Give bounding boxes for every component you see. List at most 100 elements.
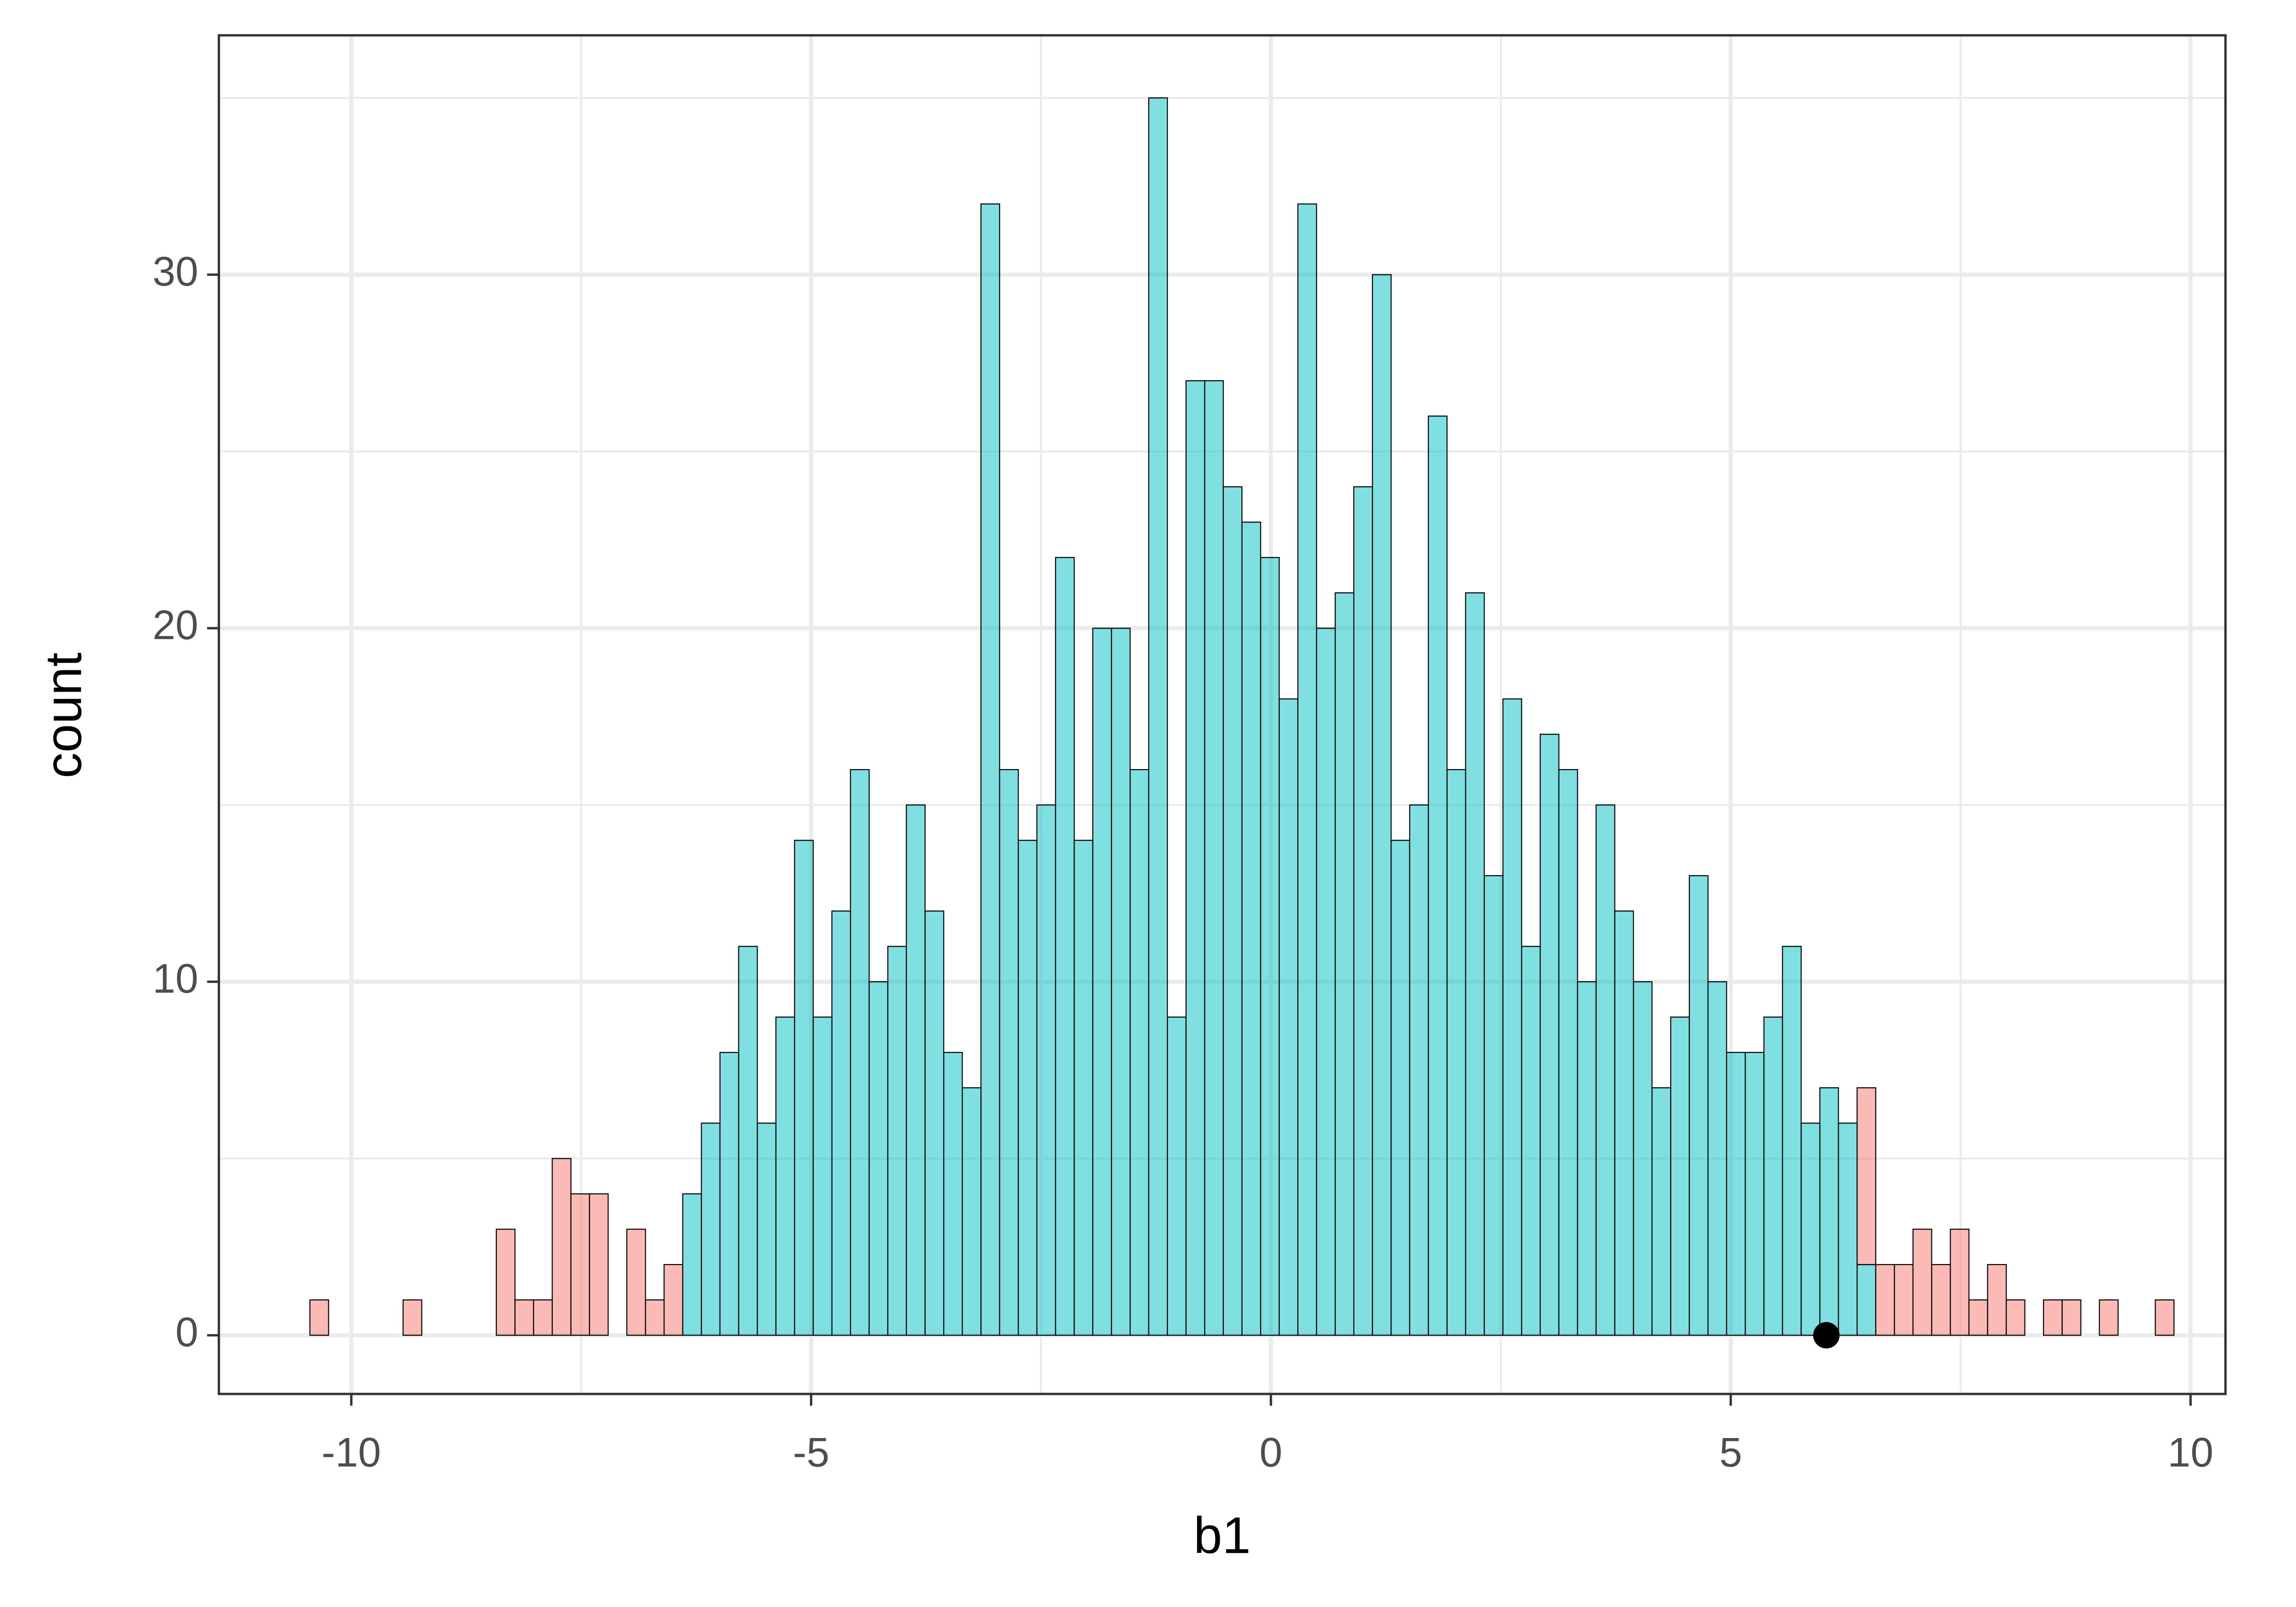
histogram-bar: [1931, 1264, 1951, 1336]
histogram-bar: [831, 910, 851, 1336]
histogram-bar: [2155, 1299, 2175, 1336]
histogram-bar: [1055, 557, 1075, 1336]
histogram-bar: [626, 1229, 646, 1336]
histogram-bar: [1334, 592, 1355, 1336]
histogram-bar: [943, 1052, 963, 1336]
histogram-bar: [1595, 804, 1615, 1336]
y-tick-label: 30: [152, 248, 198, 294]
histogram-bar: [1651, 1087, 1671, 1336]
histogram-bar: [794, 840, 814, 1336]
histogram-bar: [1912, 1229, 1932, 1336]
histogram-bar: [1763, 1017, 1783, 1336]
histogram-bar: [1390, 840, 1411, 1336]
histogram-bar: [2061, 1299, 2082, 1336]
histogram-bar: [1558, 769, 1578, 1336]
histogram-bar: [1129, 769, 1149, 1336]
x-tick-label: -5: [793, 1429, 830, 1475]
histogram-bar: [1036, 804, 1056, 1336]
histogram-bar: [402, 1299, 422, 1336]
histogram-bar: [1539, 734, 1559, 1336]
histogram-bar: [1372, 274, 1392, 1336]
histogram-bar: [1148, 97, 1168, 1336]
histogram-bar: [2043, 1299, 2063, 1336]
y-axis-title: count: [35, 652, 92, 778]
histogram-bar: [962, 1087, 982, 1336]
observed-point: [1813, 1322, 1840, 1349]
histogram-bar: [664, 1264, 683, 1336]
histogram-bar: [757, 1123, 777, 1336]
histogram-bar: [1353, 486, 1373, 1336]
histogram-bar: [2099, 1299, 2119, 1336]
histogram-bar: [2005, 1299, 2026, 1336]
histogram-bar: [1111, 628, 1131, 1336]
histogram-bar: [1577, 981, 1597, 1336]
histogram-bar: [1894, 1264, 1914, 1336]
panel-border: [218, 34, 2227, 1395]
histogram-bar: [1446, 769, 1466, 1336]
histogram-bar: [1241, 522, 1261, 1336]
histogram-bar: [1260, 557, 1280, 1336]
histogram-bar: [1614, 910, 1634, 1336]
x-tick-label: 10: [2168, 1429, 2214, 1475]
histogram-bar: [1316, 628, 1336, 1336]
histogram-bar: [924, 910, 945, 1336]
histogram-bar: [1950, 1229, 1970, 1336]
histogram-bar: [1819, 1087, 1839, 1336]
histogram-bar: [1428, 416, 1448, 1336]
histogram-bar: [719, 1052, 739, 1336]
histogram-bar: [980, 203, 1001, 1336]
histogram-bar: [495, 1229, 516, 1336]
histogram-bar: [1707, 981, 1728, 1336]
x-tick-label: 5: [1719, 1429, 1742, 1475]
histogram-bar: [1688, 875, 1709, 1336]
histogram-bar: [1670, 1017, 1690, 1336]
histogram-bar: [775, 1017, 795, 1336]
histogram-bar: [1222, 486, 1243, 1336]
histogram-bar: [570, 1193, 590, 1336]
histogram-bar: [738, 946, 758, 1336]
histogram-bar: [1875, 1264, 1895, 1336]
histogram-bar: [682, 1193, 702, 1336]
histogram-bar: [645, 1299, 665, 1336]
histogram-bar: [1502, 698, 1522, 1336]
x-axis-title: b1: [1193, 1506, 1251, 1564]
histogram-bar: [551, 1158, 572, 1336]
histogram-bar: [1278, 698, 1299, 1336]
histogram-bar: [1857, 1087, 1876, 1265]
histogram-bar: [1465, 592, 1485, 1336]
y-tick-label: 0: [175, 1309, 198, 1355]
y-tick-label: 20: [152, 602, 198, 648]
histogram-bar: [1204, 380, 1224, 1336]
histogram-bar: [514, 1299, 535, 1336]
histogram-bar: [1726, 1052, 1746, 1336]
histogram-bar: [1185, 380, 1205, 1336]
histogram-bar: [1838, 1123, 1858, 1336]
histogram-bar: [1745, 1052, 1765, 1336]
histogram-bar: [1074, 840, 1093, 1336]
histogram-bar: [589, 1193, 609, 1336]
histogram-bar: [1297, 203, 1317, 1336]
histogram-bar: [1484, 875, 1504, 1336]
histogram-bar: [999, 769, 1019, 1336]
x-tick-label: -10: [321, 1429, 381, 1475]
histogram-bar: [1092, 628, 1112, 1336]
histogram-bar: [1857, 1264, 1876, 1336]
histogram-bar: [887, 946, 907, 1336]
histogram-bar: [1987, 1264, 2007, 1336]
histogram-bar: [1968, 1299, 1988, 1336]
histogram-bar: [533, 1299, 553, 1336]
histogram-bar: [1018, 840, 1038, 1336]
histogram-bar: [868, 981, 889, 1336]
histogram-bar: [1782, 946, 1802, 1336]
histogram-bar: [1409, 804, 1429, 1336]
histogram-bar: [701, 1123, 721, 1336]
histogram-bar: [812, 1017, 833, 1336]
x-tick-label: 0: [1260, 1429, 1283, 1475]
histogram-bar: [309, 1299, 329, 1336]
histogram-bar: [850, 769, 870, 1336]
histogram-bar: [1521, 946, 1541, 1336]
histogram-bar: [1801, 1123, 1821, 1336]
histogram-bar: [1633, 981, 1653, 1336]
histogram-bar: [1167, 1017, 1187, 1336]
